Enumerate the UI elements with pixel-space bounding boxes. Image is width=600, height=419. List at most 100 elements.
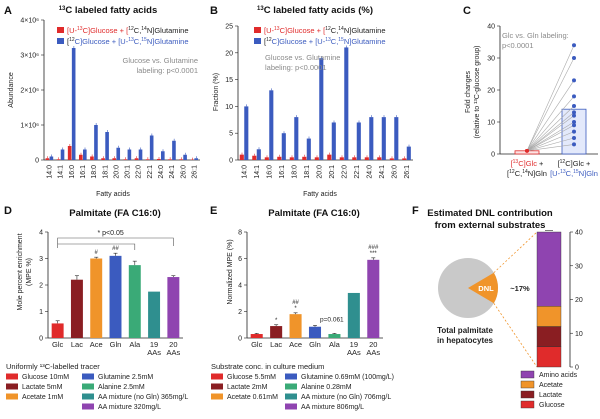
panel-d-x-tick-label: Ala [129,340,141,349]
panel-e-significance-mark: * [275,318,278,324]
panel-a-bar [45,158,50,160]
panel-e-legend-label: AA mixture 806mg/L [301,404,364,411]
panel-a-x-tick-label: 24:1 [169,165,176,179]
panel-a-bar [101,158,105,160]
panel-f-legend-label: Acetate [539,382,563,389]
panel-a-bar [127,149,132,160]
legend-row-1: [U-13C]Glucose + [12C,14N]Glutamine [264,26,386,35]
panel-e-legend-label: Lactate 2mM [227,384,268,391]
panel-d-bar [167,277,180,338]
panel-d-y-tick-label: 4 [39,230,43,237]
legend-swatch-glucose-labeled [254,27,261,33]
panel-c-y-tick-label: 0 [491,152,495,159]
panel-c-xlabel-glc-2: [12C,14N]Gln [507,169,547,178]
panel-c-pair-line [526,45,575,151]
panel-a-bar [134,158,139,160]
panel-e-bar [367,259,380,338]
panel-b-legend: [U-13C]Glucose + [12C,14N]Glutamine [12C… [254,26,386,72]
panel-e-x-tick-label: 20 [369,340,377,349]
panel-f-title-2: from external substrates [435,220,546,231]
panel-a-x-tick-label: 16:0 [69,165,76,179]
panel-d-title: Palmitate (FA C16:0) [69,208,161,219]
panel-d-bar [109,255,122,338]
panel-b-y-tick-label: 15 [225,77,233,84]
panel-b-x-tick-label: 20:0 [316,165,323,179]
panel-a-x-tick-label: 20:1 [125,165,132,179]
panel-b-bar [406,146,411,160]
panel-f-label: F [412,205,419,217]
panel-a-x-tick-label: 18:0 [91,165,98,179]
panel-b-x-tick-label: 24:0 [366,165,373,179]
panel-f-y-tick-label: 30 [575,263,583,270]
panel-a-x-tick-label: 26:1 [191,165,198,179]
panel-d-label: D [4,205,12,217]
panel-b-plot: 0 5 10 15 20 25 14:0 14:1 16:0 16:1 18:0 18:1 20:0 20… [225,24,413,179]
panel-a-bar [156,158,161,160]
panel-a-y-tick-label: 1×10⁶ [20,123,39,130]
panel-c-point-gln [572,78,576,83]
panel-f-pie-percent: ~17% [510,284,530,293]
panel-d-legend-label: Acetate 1mM [22,394,63,401]
panel-e-bar [308,326,322,338]
panel-a-xlabel: Fatty acids [96,191,130,198]
panel-a-bar [78,154,83,160]
panel-c-y-tick-label: 20 [487,88,495,95]
panel-b-x-tick-label: 14:1 [254,165,261,179]
panel-d-x-tick-label: Glc [52,340,64,349]
panel-b-x-tick-label: 14:0 [241,165,248,179]
panel-a-y-tick-label: 4×10⁶ [20,18,39,25]
panel-e-significance-mark: ### [368,245,379,251]
panel-f-connector-top [493,231,538,274]
panel-c-note-2: p<0.0001 [502,41,534,50]
panel-b-x-tick-label: 24:1 [379,165,386,179]
panel-a-bar [172,140,176,160]
panel-b-bar [327,154,332,160]
panel-f-legend-label: Glucose [539,402,565,409]
panel-f-y-tick-label: 20 [575,297,583,304]
panel-a-bar [149,135,154,160]
panel-c: C Fold changes (relative to ¹³C-glucose … [463,5,598,178]
panel-d-y-tick-label: 1 [39,309,43,316]
panel-d-legend-label: AA mixture (no Gln) 365mg/L [98,394,188,401]
panel-a-x-tick-label: 18:1 [102,165,109,179]
panel-c-y-tick-label: 10 [487,120,495,127]
panel-b-bar [389,158,394,160]
panel-a-bar [83,149,87,160]
panel-e-legend-swatch [285,383,297,390]
panel-e-significance-mark: ## [292,300,299,306]
panel-a-y-tick-label: 3×10⁶ [20,53,39,60]
panel-f-stack-segment [536,231,562,307]
panel-d-legend-swatch [6,373,18,380]
legend-swatch-glutamine-labeled [57,38,64,44]
panel-b-bar [277,156,282,160]
panel-a-x-tick-label: 16:1 [80,165,87,179]
panel-b-bar [306,138,311,160]
panel-d-x-tick-label: AAs [166,348,180,357]
panel-f-legend-swatch [520,390,535,399]
panel-a-note-2: labeling: p<0.0001 [136,66,198,75]
panel-a-bar [60,149,65,160]
panel-c-point-gln [572,136,576,140]
panel-e-y-tick-label: 2 [238,309,242,316]
panel-a-plot: 0 1×10⁶ 2×10⁶ 3×10⁶ 4×10⁶ 14:0 14:1 16:0 16:1 18:… [20,18,200,179]
panel-b-bar [331,122,336,160]
panel-e-legend-swatch [211,393,223,400]
panel-a: A 13C labeled fatty acids Abundance Fatt… [4,5,200,198]
panel-b-xlabel: Fatty acids [303,191,337,198]
panel-f-y-tick-label: 0 [575,365,579,372]
panel-b-x-tick-label: 18:1 [304,165,311,179]
panel-a-bar [112,158,117,160]
panel-b-bar [369,117,374,160]
panel-b-bar [381,117,386,160]
panel-d-y-tick-label: 3 [39,256,43,263]
panel-c-y-tick-label: 30 [487,56,495,63]
panel-f-legend-swatch [520,370,535,379]
panel-b-bar [281,133,286,160]
panel-e-y-tick-label: 0 [238,336,242,343]
panel-b-x-tick-label: 26:1 [404,165,411,179]
panel-b-y-tick-label: 25 [225,24,233,31]
panel-d-legend-title: Uniformly ¹³C-labelled tracer [6,362,100,371]
panel-c-xlabel-gln-1: [12C]Glc + [558,159,591,168]
panel-a-bar [161,151,165,160]
